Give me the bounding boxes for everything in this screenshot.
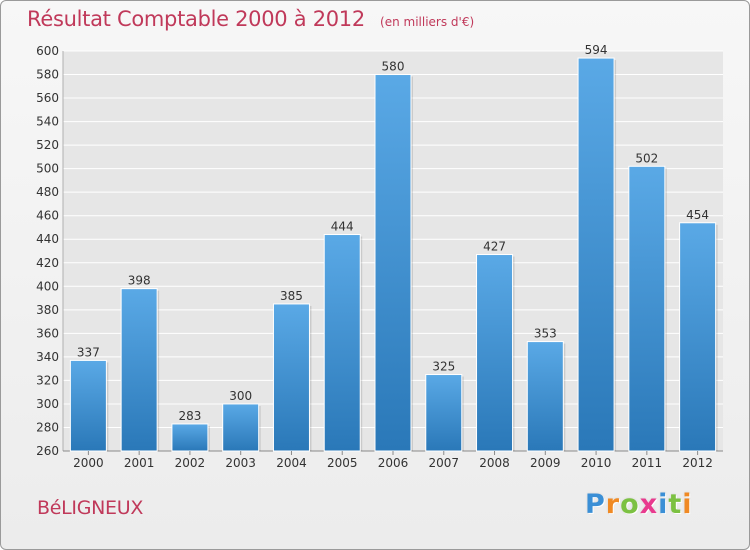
x-tick-label: 2005 [327,456,358,470]
logo-letter: r [605,489,621,520]
chart-subtitle: (en milliers d'€) [380,15,475,29]
y-tick-label: 540 [36,115,59,129]
x-tick-label: 2006 [378,456,409,470]
bar-value-label: 398 [128,274,151,288]
bar [577,57,615,452]
proxiti-logo[interactable]: Proxiti [585,489,693,520]
bar [171,423,209,452]
bar [120,288,158,452]
y-tick-label: 560 [36,91,59,105]
bar-value-label: 337 [77,345,100,359]
x-tick-label: 2000 [73,456,104,470]
commune-name: BéLIGNEUX [37,497,144,519]
chart-title-row: Résultat Comptable 2000 à 2012 (en milli… [27,7,474,31]
y-tick-label: 600 [36,44,59,58]
chart-title: Résultat Comptable 2000 à 2012 [27,7,365,31]
x-tick-label: 2010 [581,456,612,470]
logo-letter: o [620,489,640,520]
x-tick-label: 2002 [175,456,206,470]
bar [323,234,361,452]
logo-letter: i [682,489,693,520]
y-tick-label: 500 [36,162,59,176]
x-tick-label: 2012 [682,456,713,470]
y-tick-label: 260 [36,444,59,458]
x-tick-label: 2007 [428,456,459,470]
bar [69,359,107,452]
logo-letter: i [658,489,669,520]
bar [425,374,463,452]
x-tick-label: 2008 [479,456,510,470]
x-tick-label: 2011 [632,456,663,470]
bar-value-label: 325 [432,360,455,374]
y-tick-label: 420 [36,256,59,270]
y-tick-label: 580 [36,68,59,82]
bar-value-label: 385 [280,289,303,303]
y-tick-label: 400 [36,279,59,293]
y-tick-label: 300 [36,397,59,411]
y-tick-label: 360 [36,326,59,340]
bar-value-label: 427 [483,240,506,254]
logo-letter: P [585,489,606,520]
bar-value-label: 300 [229,389,252,403]
x-tick-label: 2009 [530,456,561,470]
bar-value-label: 444 [331,220,354,234]
x-tick-label: 2004 [276,456,307,470]
bar [679,222,717,452]
x-tick-label: 2001 [124,456,155,470]
bar [374,74,412,452]
y-tick-label: 460 [36,209,59,223]
y-tick-label: 480 [36,185,59,199]
bar-value-label: 594 [585,43,608,57]
y-tick-label: 320 [36,373,59,387]
bar [476,254,514,452]
y-tick-label: 280 [36,420,59,434]
y-tick-label: 380 [36,303,59,317]
bar [628,165,666,452]
bar-value-label: 353 [534,327,557,341]
bar-value-label: 502 [635,151,658,165]
y-tick-label: 440 [36,232,59,246]
bar-value-label: 283 [178,409,201,423]
bar [222,403,260,452]
logo-letter: x [639,489,659,520]
bar-value-label: 580 [382,60,405,74]
x-tick-label: 2003 [225,456,256,470]
bar-value-label: 454 [686,208,709,222]
logo-letter: t [668,489,683,520]
bar [272,303,310,452]
y-tick-label: 520 [36,138,59,152]
bar [526,341,564,452]
y-tick-label: 340 [36,350,59,364]
